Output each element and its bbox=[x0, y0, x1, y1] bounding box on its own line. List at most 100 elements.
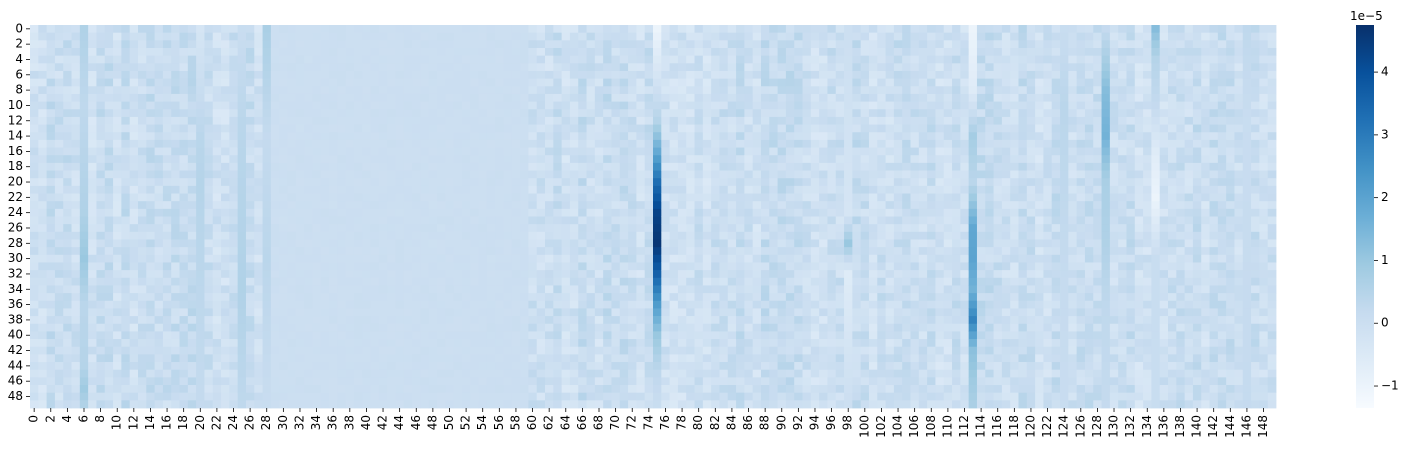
heatmap-cell bbox=[171, 331, 180, 340]
heatmap-cell bbox=[88, 40, 97, 49]
heatmap-cell bbox=[171, 339, 180, 348]
heatmap-cell bbox=[38, 101, 48, 110]
heatmap-cell bbox=[395, 331, 405, 340]
heatmap-cell bbox=[677, 400, 687, 409]
heatmap-cell bbox=[470, 285, 479, 294]
heatmap-cell bbox=[345, 270, 355, 279]
heatmap-cell bbox=[578, 116, 587, 125]
heatmap-cell bbox=[794, 323, 803, 332]
heatmap-cell bbox=[221, 308, 230, 317]
heatmap-cell bbox=[179, 293, 189, 302]
heatmap-cell bbox=[378, 193, 388, 202]
heatmap-cell bbox=[686, 155, 695, 164]
heatmap-cell bbox=[295, 339, 305, 348]
heatmap-cell bbox=[245, 116, 255, 125]
heatmap-cell bbox=[769, 185, 778, 194]
heatmap-cell bbox=[794, 63, 803, 72]
heatmap-cell bbox=[677, 208, 687, 217]
heatmap-cell bbox=[129, 270, 139, 279]
heatmap-cell bbox=[46, 193, 56, 202]
heatmap-cell bbox=[329, 239, 338, 248]
heatmap-cell bbox=[586, 400, 596, 409]
heatmap-cell bbox=[63, 116, 72, 125]
heatmap-cell bbox=[254, 392, 263, 401]
heatmap-cell bbox=[594, 124, 604, 133]
heatmap-cell bbox=[844, 239, 853, 248]
heatmap-cell bbox=[387, 70, 396, 80]
heatmap-cell bbox=[179, 109, 189, 118]
heatmap-cell bbox=[312, 362, 322, 371]
heatmap-cell bbox=[38, 132, 48, 141]
heatmap-cell bbox=[545, 63, 554, 72]
heatmap-cell bbox=[619, 132, 629, 141]
heatmap-cell bbox=[30, 162, 39, 171]
heatmap-cell bbox=[777, 132, 787, 141]
heatmap-cell bbox=[129, 254, 139, 263]
heatmap-cell bbox=[237, 362, 247, 371]
heatmap-cell bbox=[353, 147, 363, 156]
heatmap-cell bbox=[736, 262, 745, 271]
heatmap-cell bbox=[453, 63, 463, 72]
heatmap-cell bbox=[395, 316, 405, 325]
heatmap-cell bbox=[362, 369, 371, 378]
heatmap-cell bbox=[694, 139, 704, 148]
heatmap-cell bbox=[146, 93, 155, 102]
heatmap-cell bbox=[578, 93, 587, 102]
heatmap-cell bbox=[711, 224, 720, 233]
heatmap-cell bbox=[104, 193, 114, 202]
heatmap-cell bbox=[129, 55, 139, 64]
heatmap-cell bbox=[287, 262, 297, 271]
heatmap-cell bbox=[146, 70, 155, 80]
heatmap-cell bbox=[561, 354, 571, 363]
heatmap-cell bbox=[345, 308, 355, 317]
heatmap-cell bbox=[586, 293, 596, 302]
heatmap-cell bbox=[553, 346, 563, 355]
heatmap-cell bbox=[146, 101, 155, 110]
heatmap-cell bbox=[677, 132, 687, 141]
heatmap-cell bbox=[719, 216, 729, 225]
heatmap-cell bbox=[63, 270, 72, 279]
heatmap-cell bbox=[760, 300, 770, 309]
heatmap-cell bbox=[785, 400, 795, 409]
heatmap-cell bbox=[536, 377, 546, 386]
heatmap-cell bbox=[603, 63, 612, 72]
heatmap-cell bbox=[96, 369, 106, 378]
heatmap-cell bbox=[245, 224, 255, 233]
heatmap-cell bbox=[129, 285, 139, 294]
heatmap-cell bbox=[628, 32, 637, 41]
heatmap-cell bbox=[79, 178, 89, 187]
heatmap-cell bbox=[561, 40, 571, 49]
heatmap-cell bbox=[752, 224, 762, 233]
heatmap-cell bbox=[262, 247, 272, 256]
heatmap-cell bbox=[204, 47, 214, 57]
heatmap-cell bbox=[295, 139, 305, 148]
heatmap-cell bbox=[802, 385, 812, 394]
heatmap-cell bbox=[528, 63, 538, 72]
heatmap-cell bbox=[545, 224, 554, 233]
heatmap-cell bbox=[702, 40, 712, 49]
heatmap-cell bbox=[769, 193, 778, 202]
heatmap-cell bbox=[569, 78, 579, 87]
heatmap-cell bbox=[711, 239, 720, 248]
heatmap-cell bbox=[669, 147, 679, 156]
heatmap-cell bbox=[702, 201, 712, 210]
heatmap-cell bbox=[245, 377, 255, 386]
heatmap-cell bbox=[711, 185, 720, 194]
heatmap-cell bbox=[520, 354, 529, 363]
heatmap-cell bbox=[461, 155, 471, 164]
heatmap-cell bbox=[453, 369, 463, 378]
heatmap-cell bbox=[171, 239, 180, 248]
heatmap-cell bbox=[495, 231, 504, 240]
heatmap-cell bbox=[478, 124, 488, 133]
heatmap-cell bbox=[154, 354, 164, 363]
heatmap-cell bbox=[794, 339, 803, 348]
heatmap-cell bbox=[353, 293, 363, 302]
heatmap-cell bbox=[320, 323, 330, 332]
heatmap-cell bbox=[295, 155, 305, 164]
heatmap-cell bbox=[79, 293, 89, 302]
heatmap-cell bbox=[171, 78, 180, 87]
heatmap-cell bbox=[179, 193, 189, 202]
heatmap-cell bbox=[478, 323, 488, 332]
heatmap-cell bbox=[478, 331, 488, 340]
heatmap-cell bbox=[121, 216, 131, 225]
